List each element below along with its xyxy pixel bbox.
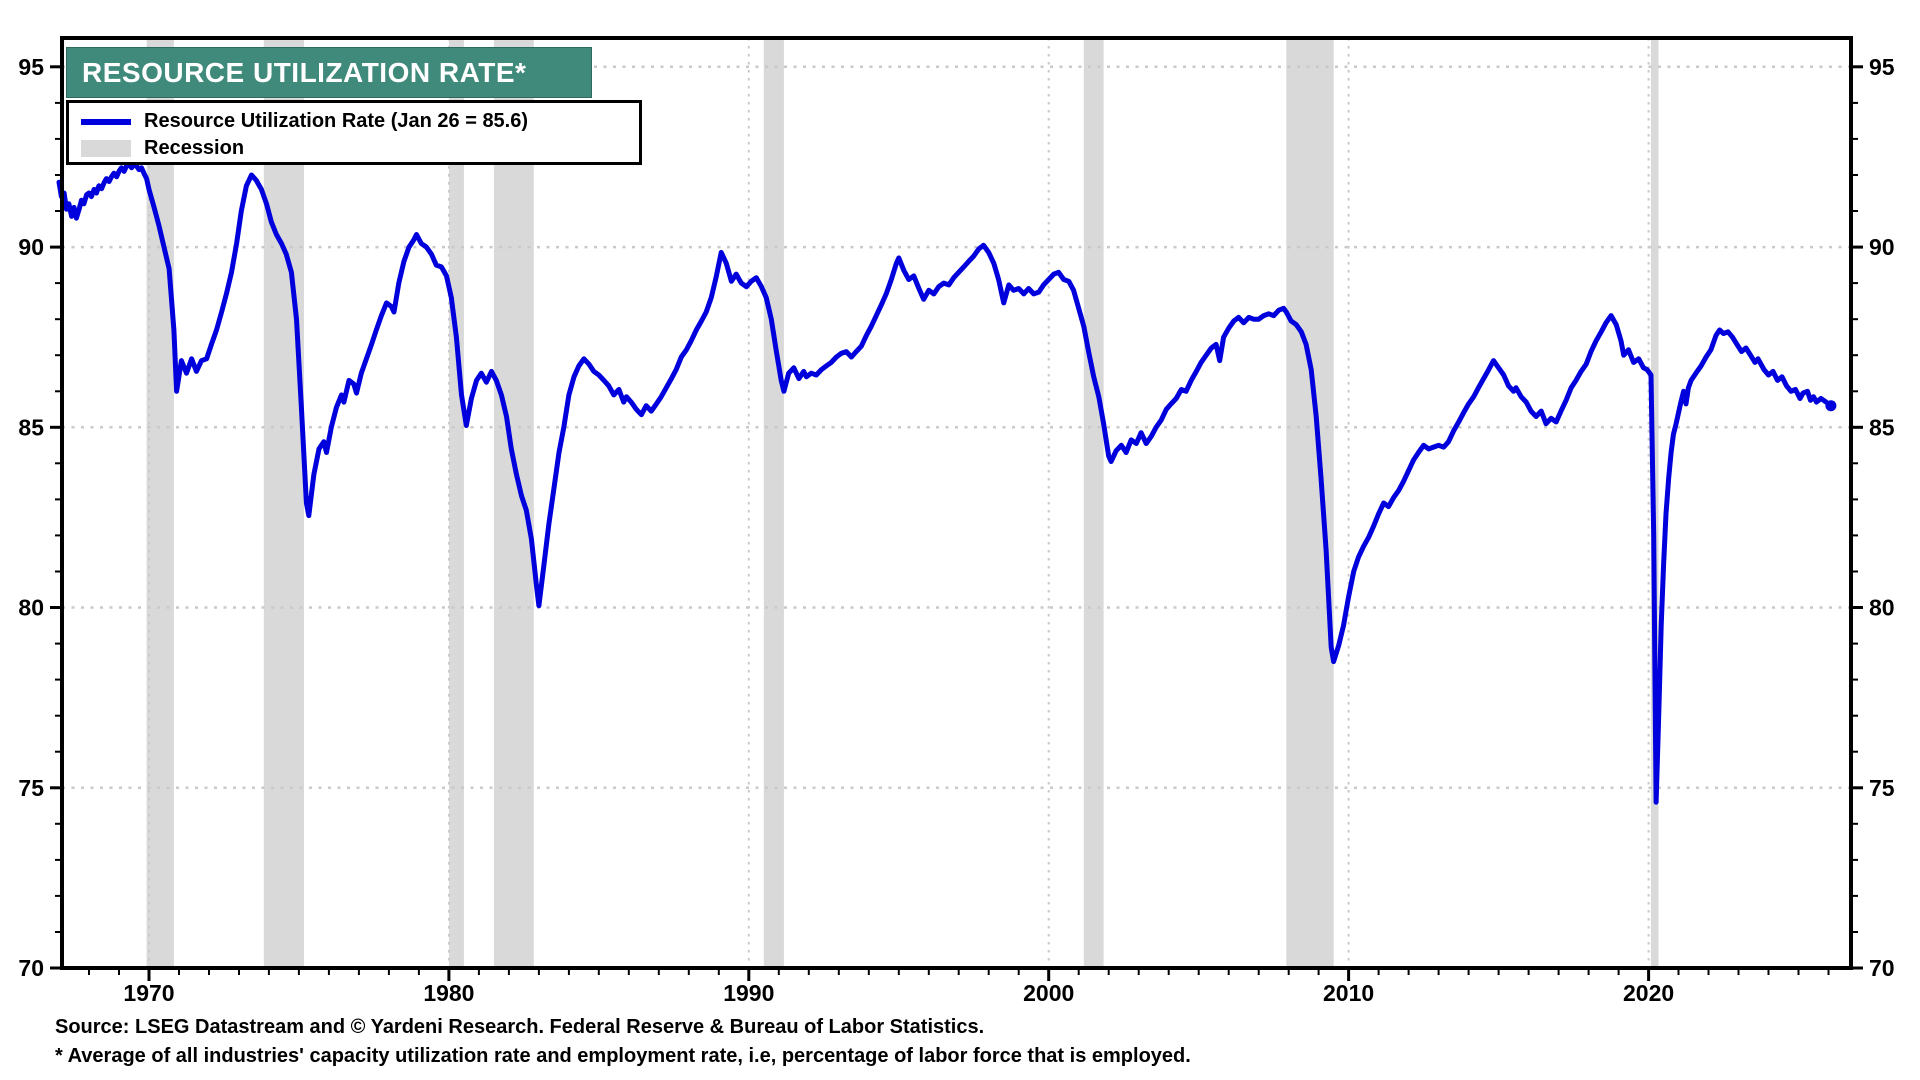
y-axis-label-right: 95: [1869, 54, 1895, 80]
plot-frame: [60, 36, 1853, 970]
y-axis-label-right: 90: [1869, 234, 1895, 260]
recession-band: [763, 38, 784, 968]
legend-recession-label: Recession: [144, 137, 245, 159]
chart-title-box: RESOURCE UTILIZATION RATE*: [66, 47, 592, 98]
source-text: Source: LSEG Datastream and © Yardeni Re…: [55, 1016, 985, 1038]
recession-band: [493, 38, 534, 968]
data-line: [56, 161, 1829, 805]
recession-band: [1083, 38, 1104, 968]
y-axis-label-right: 85: [1869, 414, 1895, 440]
x-axis-label: 1970: [123, 980, 174, 1006]
latest-point-marker: [1825, 400, 1837, 412]
recession-swatch: [81, 140, 131, 157]
legend-item-series: Resource Utilization Rate (Jan 26 = 85.6…: [81, 108, 639, 135]
y-axis-label-right: 80: [1869, 595, 1895, 621]
y-axis-label-left: 75: [18, 775, 44, 801]
y-axis-label-left: 95: [18, 54, 44, 80]
x-axis-label: 2010: [1323, 980, 1374, 1006]
x-axis-label: 2020: [1623, 980, 1674, 1006]
legend-item-recession: Recession: [81, 135, 639, 162]
x-axis-label: 1990: [723, 980, 774, 1006]
x-axis-label: 2000: [1023, 980, 1074, 1006]
y-axis-label-left: 70: [18, 955, 44, 981]
y-axis-label-left: 90: [18, 234, 44, 260]
y-axis-label-left: 80: [18, 595, 44, 621]
chart-legend: Resource Utilization Rate (Jan 26 = 85.6…: [66, 100, 642, 165]
chart-title: RESOURCE UTILIZATION RATE*: [82, 56, 527, 88]
y-axis-label-left: 85: [18, 414, 44, 440]
y-axis-label-right: 75: [1869, 775, 1895, 801]
series-line-swatch: [81, 118, 131, 125]
x-axis-label: 1980: [423, 980, 474, 1006]
chart-footer: Source: LSEG Datastream and © Yardeni Re…: [55, 1013, 1191, 1071]
recession-band: [146, 38, 174, 968]
legend-series-label: Resource Utilization Rate (Jan 26 = 85.6…: [144, 110, 529, 132]
recession-band: [448, 38, 464, 968]
recession-band: [1286, 38, 1334, 968]
recession-band: [263, 38, 304, 968]
footnote-text: * Average of all industries' capacity ut…: [55, 1045, 1191, 1067]
y-axis-label-right: 70: [1869, 955, 1895, 981]
